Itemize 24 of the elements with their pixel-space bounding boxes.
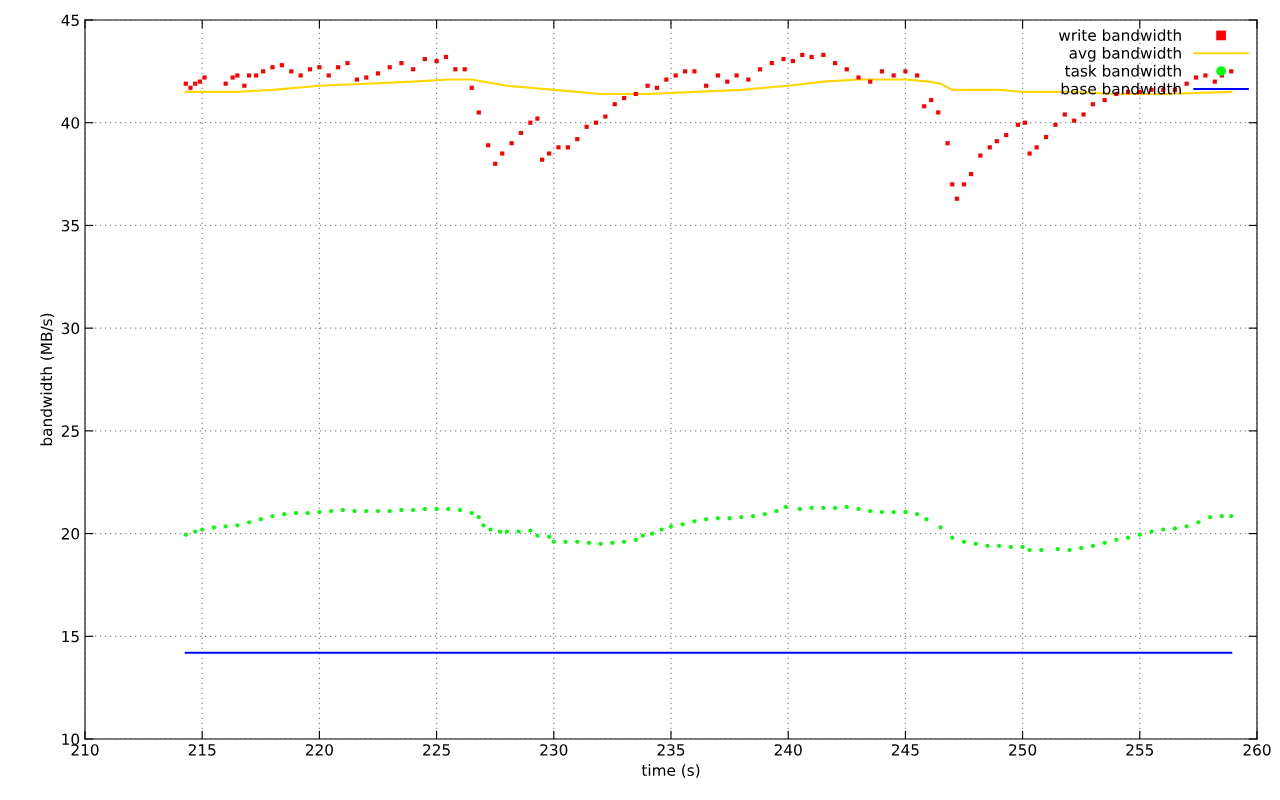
- legend-label: avg bandwidth: [1069, 47, 1181, 62]
- y-axis-title: bandwidth (MB/s): [40, 313, 54, 446]
- y-tick-label: 25: [61, 425, 79, 437]
- x-tick-label: 240: [774, 744, 802, 756]
- legend-label: write bandwidth: [1058, 29, 1181, 41]
- x-tick-label: 230: [540, 744, 568, 756]
- x-tick-label: 260: [1243, 744, 1271, 756]
- x-tick-label: 210: [71, 744, 99, 756]
- x-tick-label: 220: [305, 744, 333, 756]
- x-tick-label: 245: [891, 744, 919, 756]
- x-tick-label: 225: [423, 744, 450, 756]
- y-tick-label: 10: [62, 733, 80, 746]
- legend-label: task bandwidth: [1064, 64, 1181, 77]
- x-tick-label: 215: [188, 744, 216, 756]
- y-tick-label: 20: [61, 528, 80, 540]
- x-tick-label: 235: [657, 744, 685, 756]
- y-tick-label: 35: [61, 219, 79, 232]
- x-axis-title: time (s): [641, 764, 700, 778]
- y-tick-label: 15: [62, 630, 79, 643]
- y-tick-label: 30: [61, 322, 80, 335]
- x-tick-label: 250: [1009, 744, 1037, 756]
- y-tick-label: 45: [61, 14, 79, 27]
- x-tick-label: 255: [1126, 744, 1154, 756]
- y-tick-label: 40: [61, 117, 80, 129]
